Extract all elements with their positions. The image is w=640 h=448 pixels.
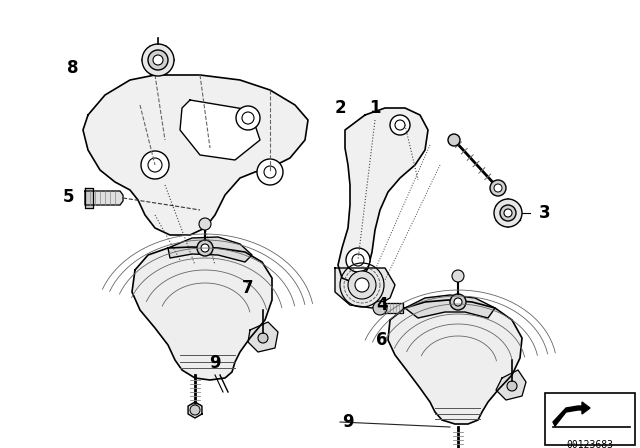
Text: 4: 4	[376, 296, 388, 314]
Circle shape	[348, 271, 376, 299]
Polygon shape	[388, 300, 522, 424]
Polygon shape	[188, 402, 202, 418]
Text: 9: 9	[209, 354, 221, 372]
Polygon shape	[248, 322, 278, 352]
Text: 2: 2	[334, 99, 346, 117]
Text: 9: 9	[342, 413, 354, 431]
Circle shape	[452, 270, 464, 282]
Polygon shape	[85, 188, 93, 208]
Text: 6: 6	[376, 331, 388, 349]
Circle shape	[504, 209, 512, 217]
Polygon shape	[335, 268, 395, 308]
Circle shape	[141, 151, 169, 179]
Circle shape	[153, 55, 163, 65]
Circle shape	[390, 115, 410, 135]
Circle shape	[373, 301, 387, 315]
Circle shape	[494, 199, 522, 227]
Circle shape	[448, 134, 460, 146]
Circle shape	[142, 44, 174, 76]
Polygon shape	[180, 100, 260, 160]
Polygon shape	[338, 108, 428, 282]
Polygon shape	[553, 402, 590, 426]
Text: 1: 1	[369, 99, 381, 117]
Text: 5: 5	[62, 188, 74, 206]
Polygon shape	[405, 295, 495, 318]
Polygon shape	[132, 247, 272, 380]
Polygon shape	[496, 370, 526, 400]
Text: 00123683: 00123683	[566, 440, 614, 448]
Circle shape	[199, 218, 211, 230]
Circle shape	[500, 205, 516, 221]
Circle shape	[257, 159, 283, 185]
Polygon shape	[168, 237, 252, 262]
Circle shape	[201, 244, 209, 252]
Circle shape	[197, 240, 213, 256]
Circle shape	[346, 248, 370, 272]
Circle shape	[190, 405, 200, 415]
Circle shape	[494, 184, 502, 192]
Circle shape	[236, 106, 260, 130]
Polygon shape	[380, 303, 403, 313]
Text: 3: 3	[539, 204, 551, 222]
Bar	[545, 393, 635, 445]
Circle shape	[490, 180, 506, 196]
Text: 7: 7	[242, 279, 254, 297]
Polygon shape	[85, 191, 123, 205]
Circle shape	[450, 294, 466, 310]
Polygon shape	[83, 75, 308, 235]
Circle shape	[454, 298, 462, 306]
Circle shape	[148, 50, 168, 70]
Text: 8: 8	[67, 59, 79, 77]
Circle shape	[355, 278, 369, 292]
Circle shape	[258, 333, 268, 343]
Circle shape	[507, 381, 517, 391]
